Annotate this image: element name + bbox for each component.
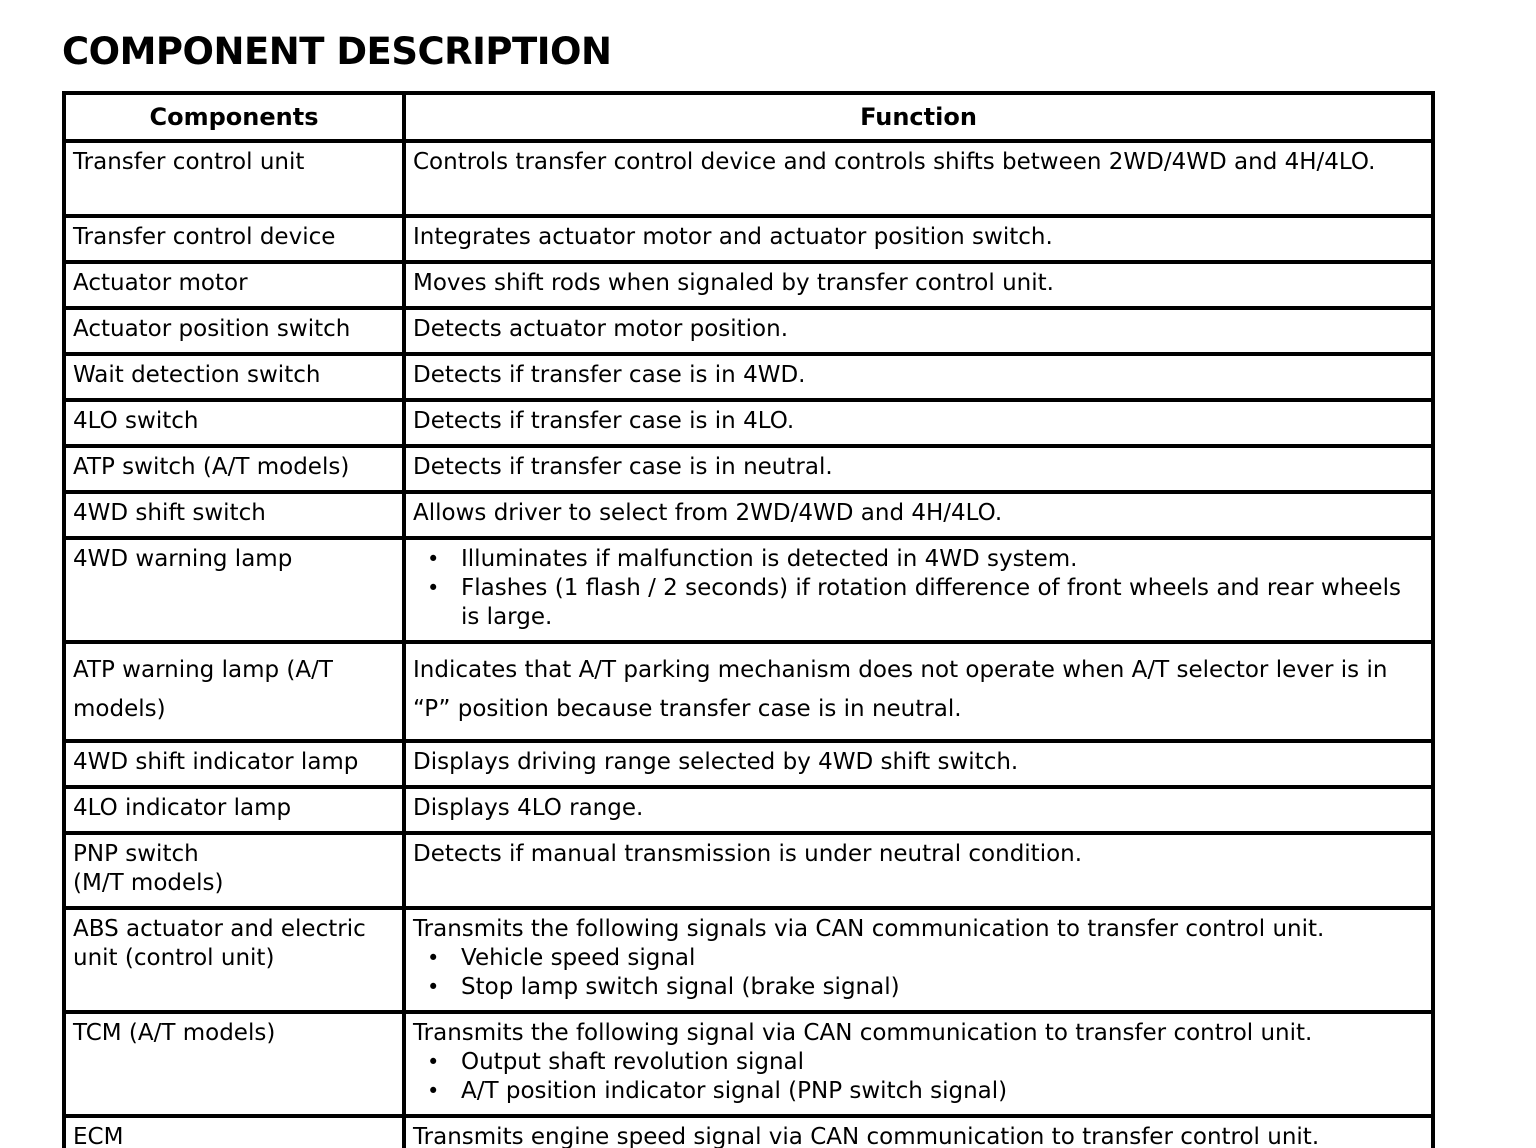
bullet-item: • A/T position indicator signal (PNP swi… [413, 1077, 1423, 1106]
component-cell: ABS actuator and electric unit (control … [62, 906, 406, 1015]
table-row: 4WD shift indicator lamp Displays drivin… [62, 739, 1435, 790]
table-row: ATP switch (A/T models) Detects if trans… [62, 444, 1435, 495]
component-cell: Actuator position switch [62, 306, 406, 357]
bullet-item: • Illuminates if malfunction is detected… [413, 545, 1423, 574]
function-cell: Allows driver to select from 2WD/4WD and… [402, 490, 1435, 541]
bullet-item: • Output shaft revolution signal [413, 1048, 1423, 1077]
function-cell: Moves shift rods when signaled by transf… [402, 260, 1435, 311]
component-cell: Transfer control device [62, 214, 406, 265]
component-cell: 4WD shift switch [62, 490, 406, 541]
component-cell: Actuator motor [62, 260, 406, 311]
bullet-icon: • [427, 1050, 440, 1075]
bullet-item: • Stop lamp switch signal (brake signal) [413, 973, 1423, 1002]
bullet-icon: • [427, 946, 440, 971]
function-cell: • Illuminates if malfunction is detected… [402, 536, 1435, 645]
component-cell: 4WD shift indicator lamp [62, 739, 406, 790]
table-row: ECM Transmits engine speed signal via CA… [62, 1114, 1435, 1148]
component-cell: ATP switch (A/T models) [62, 444, 406, 495]
component-cell: TCM (A/T models) [62, 1010, 406, 1119]
component-cell: 4LO indicator lamp [62, 785, 406, 836]
component-cell: ECM [62, 1114, 406, 1148]
function-cell: Detects actuator motor position. [402, 306, 1435, 357]
table-row: Actuator motor Moves shift rods when sig… [62, 260, 1435, 311]
component-cell: Wait detection switch [62, 352, 406, 403]
bullet-item-text: Vehicle speed signal [461, 945, 696, 972]
table-row: TCM (A/T models) Transmits the following… [62, 1010, 1435, 1119]
bullet-icon: • [427, 547, 440, 572]
bullet-icon: • [427, 576, 440, 601]
function-cell: Transmits the following signal via CAN c… [402, 1010, 1435, 1119]
bullet-item-text: Stop lamp switch signal (brake signal) [461, 974, 900, 1001]
component-cell: PNP switch (M/T models) [62, 831, 406, 911]
bullet-item-text: A/T position indicator signal (PNP switc… [461, 1078, 1008, 1105]
bullet-item-text: Flashes (1 flash / 2 seconds) if rotatio… [461, 575, 1401, 631]
page-title: COMPONENT DESCRIPTION [62, 30, 612, 73]
component-cell: 4WD warning lamp [62, 536, 406, 645]
function-cell: Detects if transfer case is in 4LO. [402, 398, 1435, 449]
table-row: ABS actuator and electric unit (control … [62, 906, 1435, 1015]
table-row: 4LO indicator lamp Displays 4LO range. [62, 785, 1435, 836]
table-row: 4WD shift switch Allows driver to select… [62, 490, 1435, 541]
table-row: 4WD warning lamp • Illuminates if malfun… [62, 536, 1435, 645]
function-cell: Transmits engine speed signal via CAN co… [402, 1114, 1435, 1148]
component-cell: Transfer control unit [62, 139, 406, 219]
table-row: Wait detection switch Detects if transfe… [62, 352, 1435, 403]
component-cell: ATP warning lamp (A/T models) [62, 640, 406, 744]
function-cell: Detects if transfer case is in neutral. [402, 444, 1435, 495]
bullet-icon: • [427, 1079, 440, 1104]
component-description-table: Components Function Transfer control uni… [62, 91, 1435, 1148]
function-intro-text: Transmits the following signals via CAN … [413, 916, 1325, 943]
function-cell: Transmits the following signals via CAN … [402, 906, 1435, 1015]
function-cell: Integrates actuator motor and actuator p… [402, 214, 1435, 265]
function-cell: Detects if transfer case is in 4WD. [402, 352, 1435, 403]
function-intro-text: Transmits the following signal via CAN c… [413, 1020, 1313, 1047]
bullet-item: • Flashes (1 flash / 2 seconds) if rotat… [413, 574, 1423, 632]
function-cell: Detects if manual transmission is under … [402, 831, 1435, 911]
table-row: PNP switch (M/T models) Detects if manua… [62, 831, 1435, 911]
table-row: 4LO switch Detects if transfer case is i… [62, 398, 1435, 449]
column-header-components: Components [62, 91, 406, 144]
table-row: Actuator position switch Detects actuato… [62, 306, 1435, 357]
function-cell: Displays driving range selected by 4WD s… [402, 739, 1435, 790]
column-header-function: Function [402, 91, 1435, 144]
function-cell: Indicates that A/T parking mechanism doe… [402, 640, 1435, 744]
component-cell: 4LO switch [62, 398, 406, 449]
function-cell: Displays 4LO range. [402, 785, 1435, 836]
table-header-row: Components Function [62, 91, 1435, 144]
table-row: ATP warning lamp (A/T models) Indicates … [62, 640, 1435, 744]
table-row: Transfer control device Integrates actua… [62, 214, 1435, 265]
bullet-item: • Vehicle speed signal [413, 944, 1423, 973]
bullet-icon: • [427, 975, 440, 1000]
function-cell: Controls transfer control device and con… [402, 139, 1435, 219]
bullet-item-text: Illuminates if malfunction is detected i… [461, 546, 1078, 573]
table-row: Transfer control unit Controls transfer … [62, 139, 1435, 219]
bullet-item-text: Output shaft revolution signal [461, 1049, 805, 1076]
